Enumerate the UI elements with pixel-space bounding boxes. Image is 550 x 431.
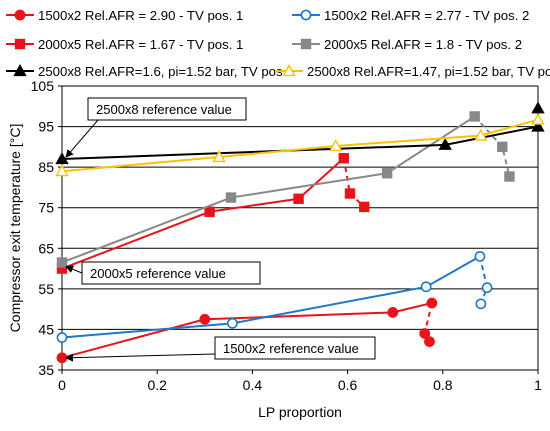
y-tick-label: 35 xyxy=(38,362,54,378)
series-line xyxy=(61,302,433,359)
legend-item: 2000x5 Rel.AFR = 1.67 - TV pos. 1 xyxy=(6,37,243,52)
data-point xyxy=(225,192,237,203)
data-point xyxy=(227,317,238,329)
y-tick-label: 105 xyxy=(31,78,55,94)
y-tick-label: 95 xyxy=(38,119,54,135)
legend-item: 1500x2 Rel.AFR = 2.90 - TV pos. 1 xyxy=(6,8,243,23)
annotation-text: 1500x2 reference value xyxy=(223,341,359,356)
data-point xyxy=(531,119,545,132)
series-1 xyxy=(56,297,438,364)
annotation-box xyxy=(87,97,247,121)
data-point xyxy=(329,139,343,152)
legend-item: 2500x8 Rel.AFR=1.47, pi=1.52 bar, TV pos… xyxy=(275,64,550,79)
data-point xyxy=(420,281,432,293)
data-point xyxy=(14,38,26,50)
annotation-box xyxy=(214,336,376,360)
legend-item: 2000x5 Rel.AFR = 1.8 - TV pos. 2 xyxy=(292,37,522,52)
data-point xyxy=(13,64,27,77)
legend-label: 1500x2 Rel.AFR = 2.77 - TV pos. 2 xyxy=(324,8,529,23)
data-point xyxy=(474,250,486,262)
annotation-text: 2000x5 reference value xyxy=(90,266,226,281)
series-line xyxy=(61,255,481,339)
y-axis-title: Compressor exit temperature [°C] xyxy=(7,124,23,333)
data-point xyxy=(293,193,304,204)
data-point xyxy=(504,171,515,182)
x-axis-title: LP proportion xyxy=(258,404,342,420)
y-tick-label: 85 xyxy=(38,159,54,175)
legend-label: 2500x8 Rel.AFR=1.47, pi=1.52 bar, TV pos… xyxy=(307,64,550,79)
x-tick-label: 0.2 xyxy=(147,377,167,393)
data-point xyxy=(381,168,393,179)
data-point xyxy=(14,9,26,21)
series-line xyxy=(61,125,539,161)
annotation-box xyxy=(81,261,261,285)
legend-label: 2000x5 Rel.AFR = 1.8 - TV pos. 2 xyxy=(324,37,522,52)
data-point xyxy=(300,38,312,50)
annotation-2: 2000x5 reference value xyxy=(65,261,261,285)
series-6 xyxy=(55,112,545,177)
annotation-arrow xyxy=(65,119,99,158)
series-dashed-line xyxy=(342,158,365,208)
data-point xyxy=(56,257,68,268)
legend-label: 2000x5 Rel.AFR = 1.67 - TV pos. 1 xyxy=(38,37,243,52)
y-tick-label: 45 xyxy=(38,321,54,337)
annotation-1: 2500x8 reference value xyxy=(65,97,247,158)
y-tick-label: 75 xyxy=(38,200,54,216)
x-tick-label: 0.6 xyxy=(338,377,358,393)
data-point xyxy=(204,206,215,217)
series-2 xyxy=(56,250,493,343)
y-tick-label: 65 xyxy=(38,240,54,256)
data-point xyxy=(56,332,68,343)
legend-item: 2500x8 Rel.AFR=1.6, pi=1.52 bar, TV pos.… xyxy=(6,64,294,79)
annotation-arrow xyxy=(65,353,216,362)
data-point xyxy=(531,101,545,114)
data-point xyxy=(282,64,296,77)
data-point xyxy=(481,282,493,294)
data-point xyxy=(424,336,435,347)
x-tick-label: 0.4 xyxy=(243,377,263,393)
legend-label: 2500x8 Rel.AFR=1.6, pi=1.52 bar, TV pos.… xyxy=(38,64,294,79)
data-point xyxy=(338,153,349,164)
annotation-3: 1500x2 reference value xyxy=(65,336,376,362)
data-point xyxy=(55,152,69,165)
data-point xyxy=(475,298,487,310)
data-point xyxy=(469,111,480,122)
data-point xyxy=(387,306,399,318)
series-line xyxy=(61,157,345,270)
legend-item: 1500x2 Rel.AFR = 2.77 - TV pos. 2 xyxy=(292,8,529,23)
y-tick-label: 55 xyxy=(38,281,54,297)
series-3 xyxy=(56,153,370,274)
data-point xyxy=(344,188,356,199)
data-point xyxy=(497,141,508,153)
data-point xyxy=(531,112,545,125)
data-point xyxy=(438,137,452,150)
series-line xyxy=(61,118,539,173)
series-line xyxy=(61,115,476,264)
series-dashed-line xyxy=(478,256,489,305)
data-point xyxy=(419,328,431,339)
data-point xyxy=(55,164,69,177)
x-tick-label: 1 xyxy=(534,377,542,393)
data-point xyxy=(212,150,226,163)
x-tick-label: 0.8 xyxy=(433,377,453,393)
data-point xyxy=(474,128,488,141)
data-point xyxy=(359,201,370,213)
annotation-arrow xyxy=(65,265,83,274)
series-dashed-line xyxy=(473,115,511,177)
data-point xyxy=(56,352,68,364)
legend: 1500x2 Rel.AFR = 2.90 - TV pos. 1 1500x2 … xyxy=(6,8,550,79)
x-tick-label: 0 xyxy=(58,377,66,393)
data-point xyxy=(426,297,438,309)
annotation-text: 2500x8 reference value xyxy=(96,102,232,117)
legend-label: 1500x2 Rel.AFR = 2.90 - TV pos. 1 xyxy=(38,8,243,23)
data-point xyxy=(300,9,312,21)
data-point xyxy=(199,313,211,325)
